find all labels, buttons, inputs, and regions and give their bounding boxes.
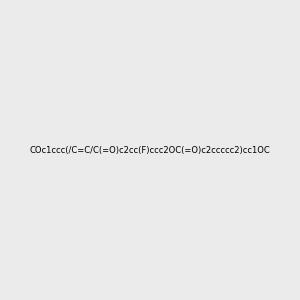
Text: COc1ccc(/C=C/C(=O)c2cc(F)ccc2OC(=O)c2ccccc2)cc1OC: COc1ccc(/C=C/C(=O)c2cc(F)ccc2OC(=O)c2ccc… bbox=[30, 146, 270, 154]
